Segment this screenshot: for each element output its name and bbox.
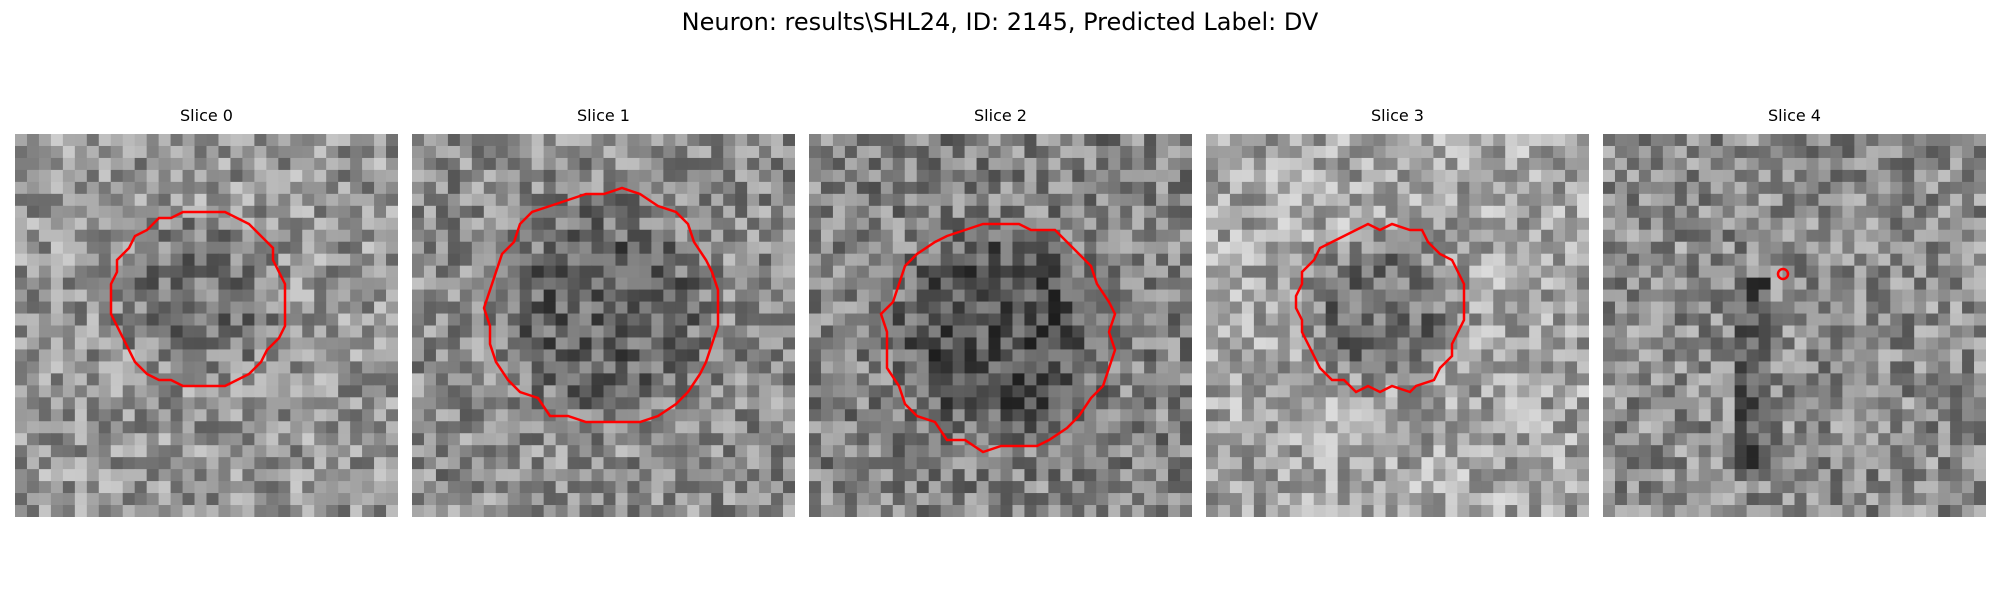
slice-title: Slice 4 [1768,106,1821,125]
pixel-grid [1206,134,1589,517]
slice-title: Slice 1 [577,106,630,125]
slice-image [15,134,398,517]
pixel-grid [809,134,1192,517]
neuron-contour [482,186,720,424]
slice-title: Slice 2 [974,106,1027,125]
slice-image [1603,134,1986,517]
slice-title: Slice 0 [180,106,233,125]
slice-title: Slice 3 [1371,106,1424,125]
neuron-contour [1294,222,1466,394]
pixel-grid [1603,134,1986,517]
slice-image [1206,134,1589,517]
slice-image [412,134,795,517]
slice-image [809,134,1192,517]
neuron-contour [109,210,287,388]
pixel-grid [15,134,398,517]
pixel-grid [412,134,795,517]
neuron-contour [879,222,1117,454]
neuron-contour [1776,267,1790,281]
figure-title: Neuron: results\SHL24, ID: 2145, Predict… [681,8,1319,36]
